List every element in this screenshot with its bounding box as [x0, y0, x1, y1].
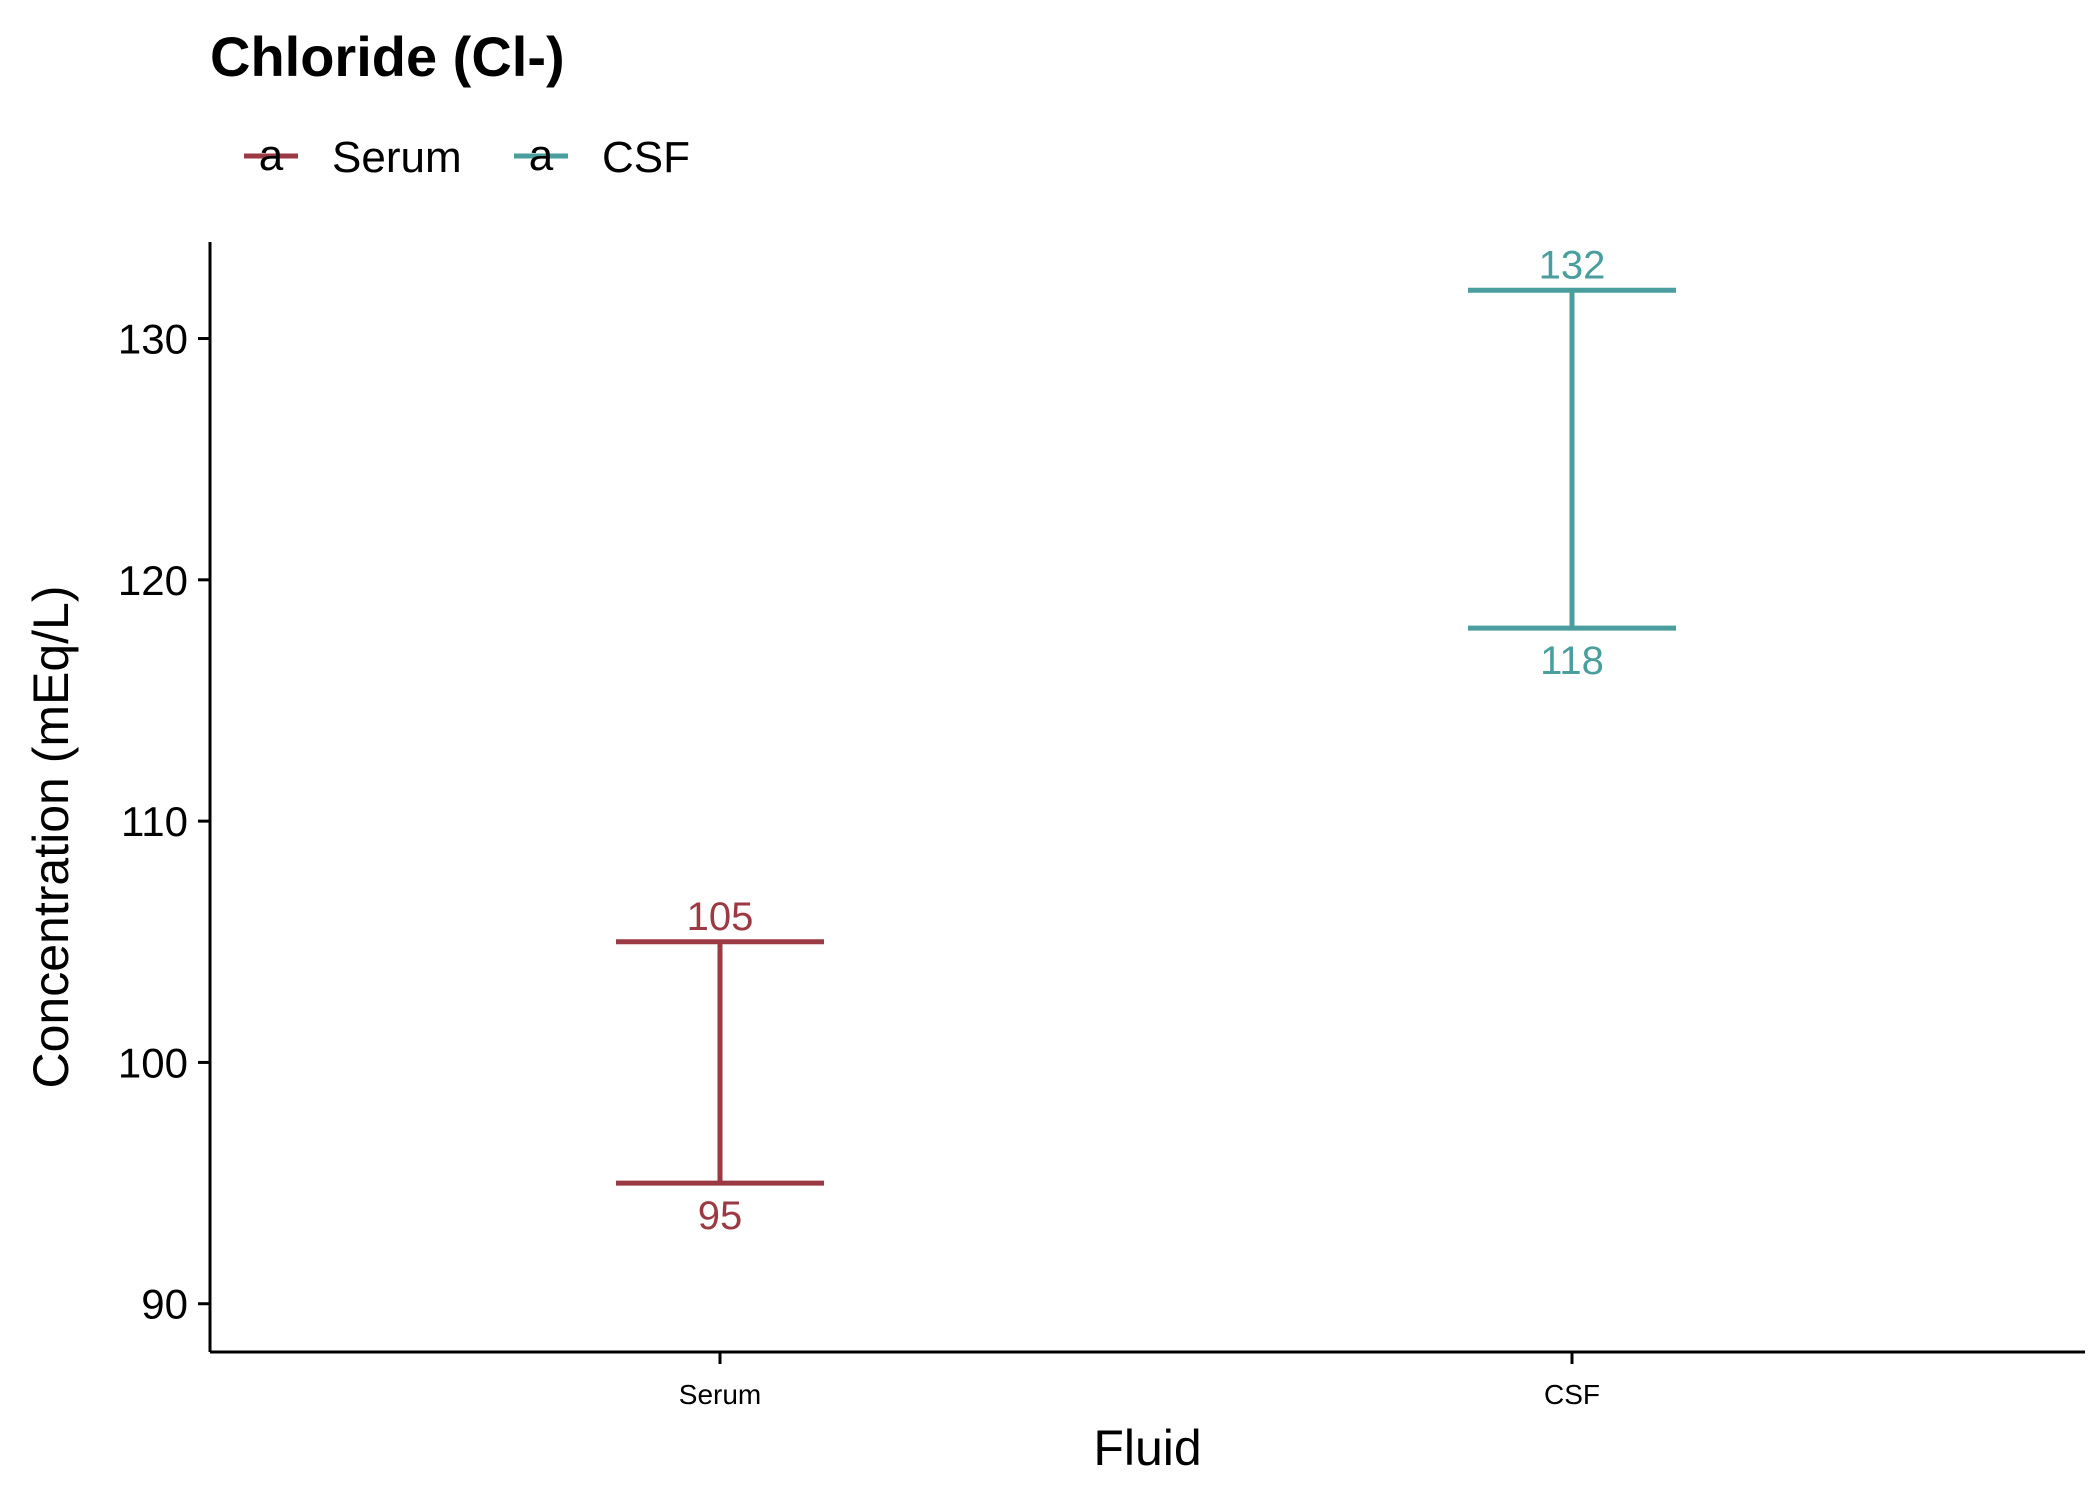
- y-tick-label: 110: [121, 798, 188, 845]
- y-tick-label: 120: [118, 557, 188, 604]
- x-ticks: Serum CSF: [679, 1352, 1600, 1410]
- legend-item-serum: a Serum: [244, 131, 462, 182]
- legend-key-glyph: a: [529, 131, 554, 180]
- y-tick-label: 100: [118, 1039, 188, 1086]
- y-axis-title: Concentration (mEq/L): [23, 585, 79, 1088]
- axes: 90 100 110 120 130 Serum CSF: [118, 242, 2085, 1410]
- data-label-high: 105: [687, 895, 754, 939]
- x-tick-label: Serum: [679, 1379, 761, 1410]
- error-bar-serum: 105 95: [616, 895, 824, 1238]
- x-axis-title: Fluid: [1093, 1420, 1201, 1476]
- data-label-low: 118: [1540, 639, 1604, 683]
- error-bar-csf: 132 118: [1468, 243, 1676, 683]
- legend-key-glyph: a: [259, 131, 284, 180]
- legend-label: CSF: [602, 133, 690, 182]
- x-tick-label: CSF: [1544, 1379, 1600, 1410]
- y-ticks: 90 100 110 120 130: [118, 316, 210, 1328]
- legend: a Serum a CSF: [244, 131, 690, 182]
- data-label-high: 132: [1539, 243, 1606, 287]
- data-label-low: 95: [698, 1194, 743, 1238]
- y-tick-label: 90: [141, 1281, 188, 1328]
- legend-item-csf: a CSF: [514, 131, 690, 182]
- error-bars: 105 95 132 118: [616, 243, 1676, 1238]
- legend-label: Serum: [332, 133, 462, 182]
- chart-title: Chloride (Cl-): [210, 25, 565, 88]
- y-tick-label: 130: [118, 316, 188, 363]
